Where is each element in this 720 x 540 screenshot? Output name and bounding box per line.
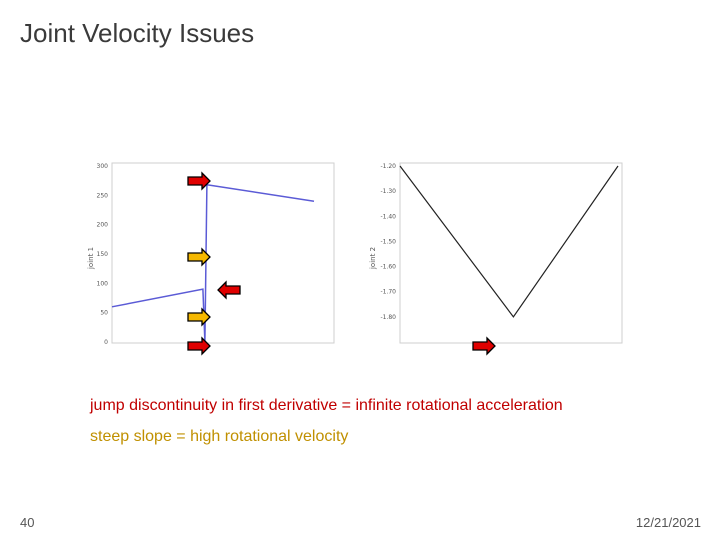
- arrow-right-icon: [187, 336, 211, 356]
- chart2-yticks: -1.20 -1.30 -1.40 -1.50 -1.60 -1.70 -1.80: [380, 163, 396, 321]
- ytick-label: -1.70: [380, 289, 396, 296]
- ytick-label: 300: [97, 163, 109, 170]
- ytick-label: 50: [100, 310, 108, 317]
- annotation-arrows: [187, 171, 496, 356]
- chart2-series-line: [399, 165, 619, 318]
- ytick-label: -1.80: [380, 314, 396, 321]
- caption-velocity: steep slope = high rotational velocity: [90, 428, 349, 445]
- chart1-yticks: 300 250 200 150 100 50 0: [97, 163, 109, 346]
- ytick-label: 0: [104, 339, 108, 346]
- chart1-ylabel: joint 1: [87, 247, 95, 270]
- arrow-right-icon: [187, 307, 211, 327]
- slide-number: 40: [20, 515, 35, 530]
- ytick-label: -1.60: [380, 264, 396, 271]
- ytick-label: -1.20: [380, 163, 396, 170]
- chart-joint1: 300 250 200 150 100 50 0 joint 1: [87, 162, 335, 346]
- ytick-label: 200: [97, 222, 109, 229]
- slide-title: Joint Velocity Issues: [20, 18, 255, 48]
- arrow-right-icon: [187, 247, 211, 267]
- chart1-frame: [111, 162, 335, 344]
- ytick-label: 250: [97, 192, 109, 199]
- ytick-label: 100: [97, 280, 109, 287]
- arrow-left-icon: [217, 280, 241, 300]
- chart-joint2: -1.20 -1.30 -1.40 -1.50 -1.60 -1.70 -1.80 join…: [369, 162, 623, 344]
- slide-date: 12/21/2021: [635, 515, 701, 530]
- arrow-right-icon: [187, 171, 211, 191]
- arrow-right-icon: [472, 336, 496, 356]
- chart2-ylabel: joint 2: [369, 247, 377, 270]
- ytick-label: -1.50: [380, 238, 396, 245]
- chart1-series-line: [111, 183, 315, 343]
- ytick-label: 150: [97, 251, 109, 258]
- caption-acceleration: jump discontinuity in first derivative =…: [90, 397, 563, 414]
- ytick-label: -1.30: [380, 188, 396, 195]
- chart2-frame: [399, 162, 623, 344]
- ytick-label: -1.40: [380, 213, 396, 220]
